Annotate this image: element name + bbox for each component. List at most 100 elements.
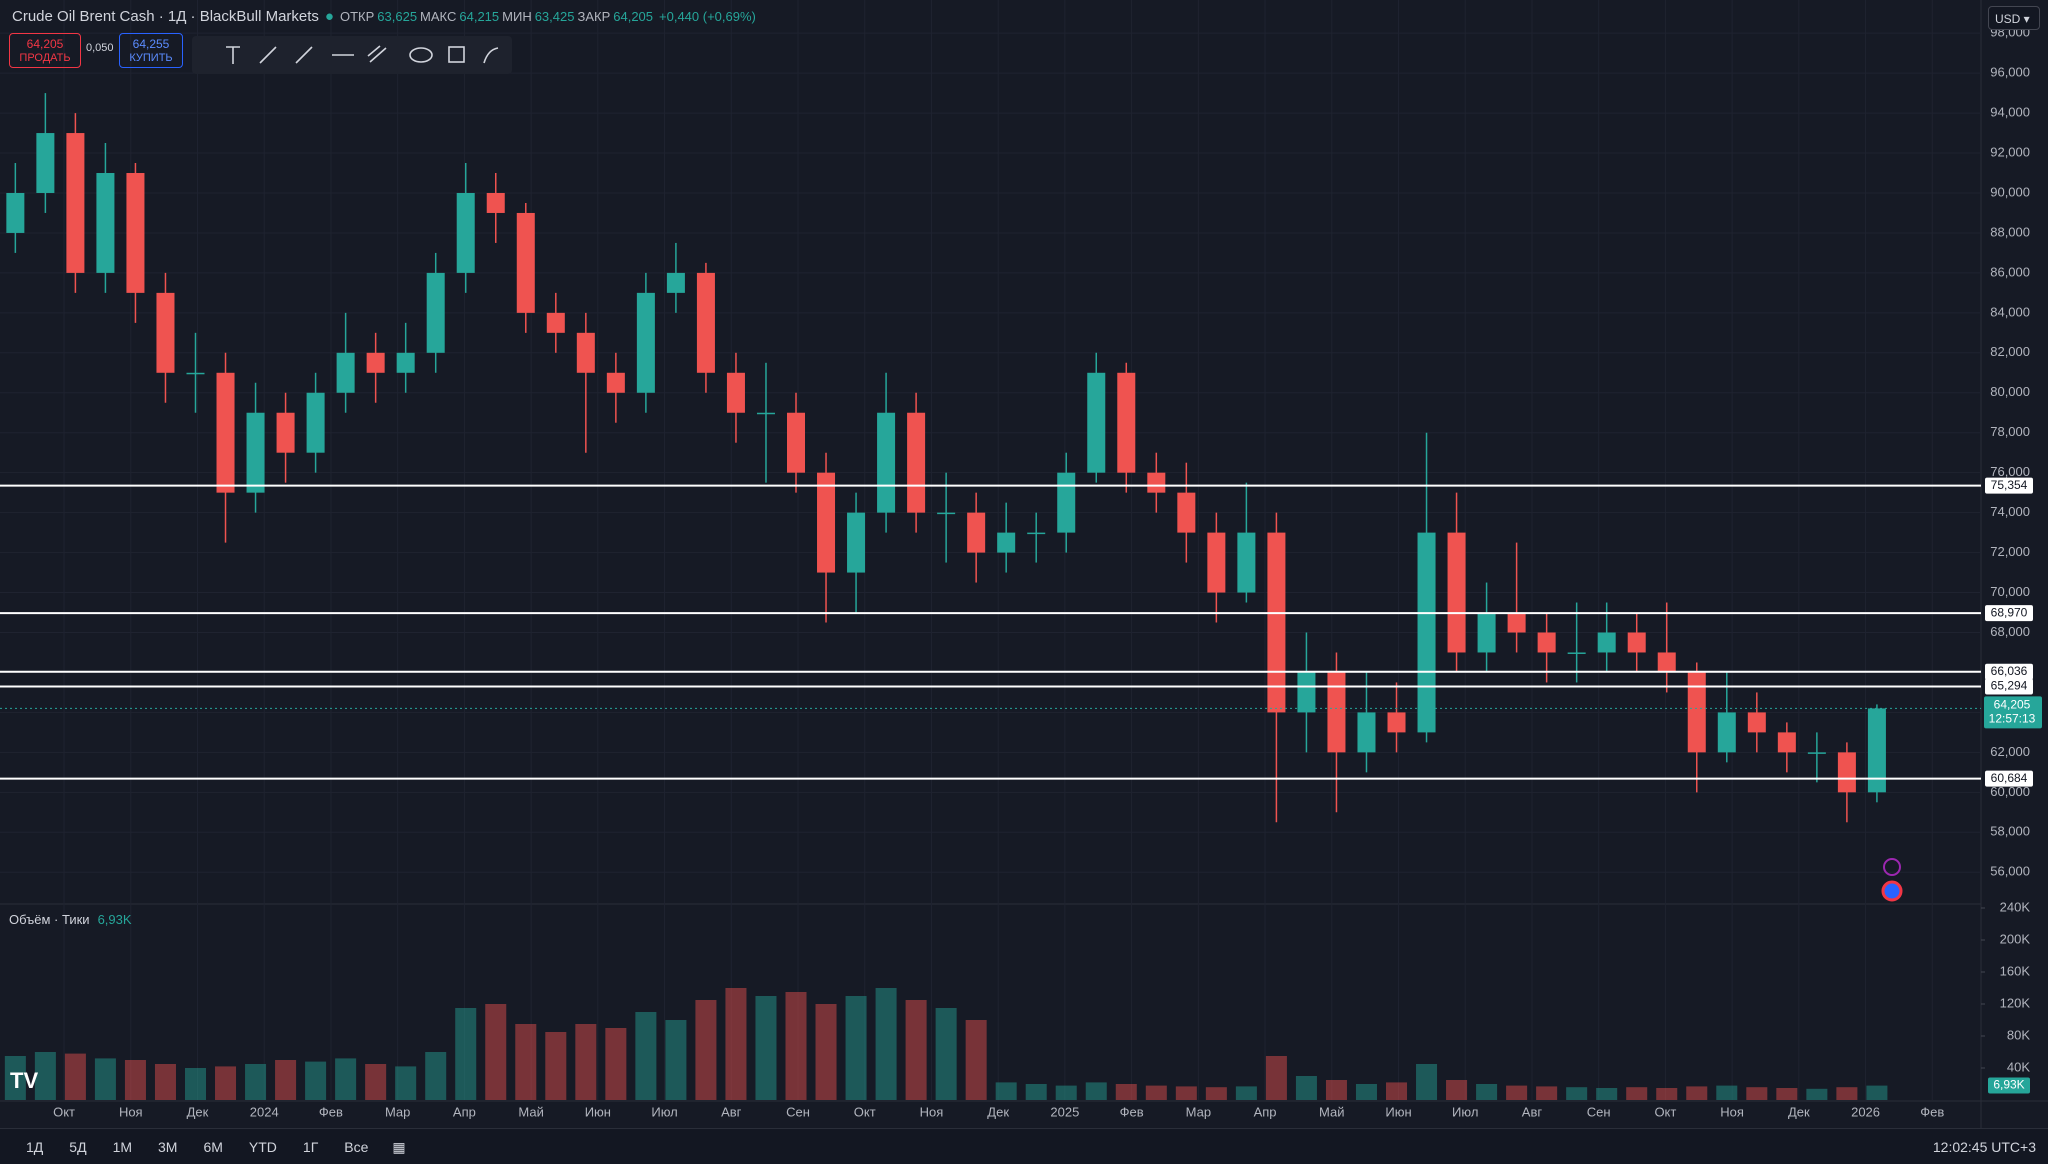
x-tick-label: 2026 [1851,1104,1880,1119]
candle-body [396,352,415,373]
y-tick-label: 80,000 [1990,384,2030,399]
volume-bar [275,1060,297,1100]
ellipse-tool[interactable] [409,47,433,63]
candle-body [1597,632,1616,653]
candle-body [1267,532,1286,713]
candle-body [1207,532,1226,593]
y-tick-label: 88,000 [1990,224,2030,239]
candle-body [1417,532,1436,733]
volume-last-bg [1988,1077,2030,1094]
rect-tool[interactable] [448,46,465,63]
volume-bar [485,1004,507,1100]
range-button[interactable]: 5Д [69,1139,87,1155]
candle-body [516,212,535,313]
range-button[interactable]: 1Г [302,1139,319,1155]
range-button[interactable]: 6М [203,1139,223,1155]
volume-bar [1295,1076,1317,1100]
volume-tick-label: 160K [2000,963,2031,978]
range-button[interactable]: YTD [248,1139,277,1155]
volume-bar [1205,1087,1227,1100]
candle-body [1147,472,1166,493]
y-tick-label: 90,000 [1990,184,2030,199]
candle-body [246,412,265,493]
volume-bar [1325,1080,1347,1100]
level-label-bg [1985,605,2033,622]
level-label-bg [1985,477,2033,494]
range-button[interactable]: 3М [158,1139,178,1155]
candle-body [276,412,295,453]
volume-tick-label: 40K [2007,1059,2030,1074]
volume-tick-label: 80K [2007,1027,2030,1042]
text-tool[interactable] [226,46,240,64]
channel-tool[interactable] [367,45,387,63]
volume-bar [875,988,897,1100]
volume-bar [1265,1056,1287,1100]
volume-bar [395,1066,417,1100]
range-button[interactable]: 1М [112,1139,133,1155]
spread: 0,050 [86,42,114,54]
candle-body [877,412,896,513]
y-tick-label: 72,000 [1990,544,2030,559]
x-tick-label: Июн [1385,1104,1411,1119]
range-button[interactable]: 1Д [26,1139,44,1155]
candle-body [156,292,175,373]
candle-body [967,512,986,553]
volume-bar [725,988,747,1100]
volume-bar [1115,1084,1137,1100]
x-tick-label: Июл [651,1104,677,1119]
volume-bar [1626,1087,1648,1100]
volume-bar [215,1066,237,1100]
trend-tool[interactable] [259,46,277,64]
volume-bar [1806,1088,1828,1100]
ray-tool[interactable] [295,46,313,64]
volume-bar [785,992,807,1100]
level-label: 66,036 [1991,664,2028,678]
buy-label: КУПИТЬ [129,52,173,64]
candle-body [186,372,205,375]
volume-last-label: 6,93K [1993,1078,2024,1092]
y-tick-label: 60,000 [1990,784,2030,799]
x-tick-label: Фев [319,1104,343,1119]
x-tick-label: Дек [187,1104,209,1119]
y-tick-label: 94,000 [1990,105,2030,120]
x-tick-label: Май [1319,1104,1344,1119]
ohlc-key: МИН [502,9,532,24]
status-dot: ● [324,8,334,25]
level-label: 65,294 [1991,679,2028,693]
x-tick-label: Май [518,1104,543,1119]
candle-body [486,192,505,213]
candle-body [756,412,775,415]
currency-select[interactable]: USD ▾ [1988,6,2040,30]
buy-price: 64,255 [132,37,170,51]
y-tick-label: 62,000 [1990,744,2030,759]
x-tick-label: Окт [1654,1104,1676,1119]
level-label: 60,684 [1991,771,2028,785]
volume-bar [695,1000,717,1100]
x-tick-label: Апр [453,1104,476,1119]
candle-body [1837,752,1856,793]
path-tool[interactable] [483,47,499,64]
x-tick-label: 2024 [250,1104,279,1119]
candle-body [456,192,475,273]
x-tick-label: Июн [585,1104,611,1119]
volume-bar [154,1064,176,1100]
volume-bar [1746,1087,1768,1100]
sell-price: 64,205 [26,37,64,51]
ohlc-key: ЗАКР [577,9,611,24]
candle-body [636,292,655,393]
range-button[interactable]: Все [344,1139,369,1155]
candle-body [1777,732,1796,753]
y-tick-label: 56,000 [1990,864,2030,879]
sell-button[interactable]: 64,205 ПРОДАТЬ [9,33,81,68]
buy-button[interactable]: 64,255 КУПИТЬ [119,33,183,68]
volume-bar [245,1064,267,1100]
calendar-icon[interactable]: ▦ [392,1138,406,1155]
x-tick-label: Апр [1254,1104,1277,1119]
x-tick-label: Июл [1452,1104,1478,1119]
volume-bar [1145,1085,1167,1100]
candle-body [696,272,715,373]
volume-bar [1566,1087,1588,1100]
volume-bar [1355,1084,1377,1100]
y-tick-label: 92,000 [1990,144,2030,159]
candle-body [366,352,385,373]
